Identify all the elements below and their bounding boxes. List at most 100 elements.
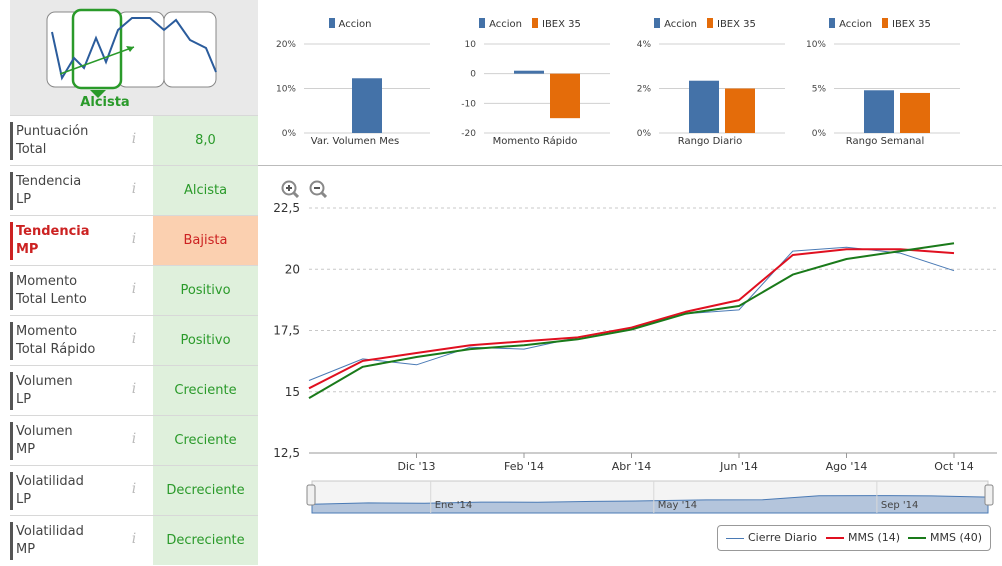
- divider: [258, 165, 1002, 166]
- legend-label: Accion: [489, 19, 522, 30]
- main-x-tick-label: Ago '14: [826, 460, 868, 473]
- mini-tick-label: -10: [461, 99, 476, 109]
- indicator-label-line2: LP: [16, 492, 32, 507]
- indicator-row[interactable]: Puntuación Total i 8,0: [10, 115, 258, 165]
- series-line-mms14: [308, 248, 955, 390]
- main-x-tick-label: Feb '14: [504, 460, 544, 473]
- legend-item-cierre[interactable]: Cierre Diario: [726, 526, 817, 550]
- navigator-handle-left[interactable]: [306, 484, 316, 506]
- legend-label: IBEX 35: [542, 19, 581, 30]
- info-icon[interactable]: i: [131, 331, 137, 347]
- legend-swatch: [707, 18, 713, 28]
- indicator-value: Positivo: [153, 316, 258, 365]
- mini-legend: Accion: [270, 18, 440, 30]
- price-chart[interactable]: 12,5 15 17,5 20 22,5 Dic '13 Feb '14 Abr '14 Jun…: [262, 168, 1002, 566]
- info-icon[interactable]: i: [131, 381, 137, 397]
- trend-label: Alcista: [80, 95, 130, 110]
- indicator-label: Volatilidad LP: [16, 473, 126, 509]
- indicator-label: Momento Total Lento: [16, 273, 126, 309]
- indicator-label-line2: MP: [16, 442, 36, 457]
- indicator-marker: [10, 122, 13, 160]
- zoom-controls: [281, 180, 332, 202]
- zoom-in-icon[interactable]: [281, 180, 300, 199]
- info-icon[interactable]: i: [131, 231, 137, 247]
- indicator-row[interactable]: Volatilidad MP i Decreciente: [10, 515, 258, 565]
- mini-tick-label: 10: [465, 40, 477, 50]
- indicator-value: 8,0: [153, 116, 258, 165]
- mini-tick-label: 4%: [637, 40, 652, 50]
- legend-label-mms14: MMS (14): [848, 531, 901, 544]
- indicator-label-line1: Tendencia: [16, 224, 90, 239]
- indicator-marker: [10, 522, 13, 560]
- series-line-cierre: [308, 246, 955, 381]
- mini-tick-label: 10%: [806, 40, 826, 50]
- mini-chart: -20 -10 0 10 Accion IBEX 35 Momento Rápido: [450, 0, 620, 160]
- indicator-marker: [10, 222, 13, 260]
- indicator-label-line1: Volumen: [16, 424, 73, 439]
- indicator-label-line1: Volatilidad: [16, 474, 84, 489]
- legend-swatch: [328, 18, 335, 28]
- indicator-label-line2: MP: [16, 542, 36, 557]
- info-icon[interactable]: i: [131, 531, 137, 547]
- mini-category-label: Momento Rápido: [492, 136, 578, 147]
- navigator-tick-label: Ene '14: [435, 500, 472, 511]
- indicator-label-line1: Volatilidad: [16, 524, 84, 539]
- indicator-label-line1: Volumen: [16, 374, 73, 389]
- indicator-label-line2: LP: [16, 392, 32, 407]
- legend-line-cierre: [726, 537, 744, 539]
- info-icon[interactable]: i: [131, 481, 137, 497]
- indicator-row[interactable]: Volumen MP i Creciente: [10, 415, 258, 465]
- mini-chart: 0% 10% 20% Accion Var. Volumen Mes: [270, 0, 440, 160]
- indicator-value: Creciente: [153, 416, 258, 465]
- indicator-marker: [10, 422, 13, 460]
- indicator-value: Positivo: [153, 266, 258, 315]
- legend-label: Accion: [664, 19, 697, 30]
- legend-item-mms40[interactable]: MMS (40): [908, 526, 982, 550]
- mini-category-label: Var. Volumen Mes: [310, 136, 400, 147]
- indicator-value: Decreciente: [153, 516, 258, 565]
- indicator-row[interactable]: Volatilidad LP i Decreciente: [10, 465, 258, 515]
- indicator-row[interactable]: Tendencia MP i Bajista: [10, 215, 258, 265]
- mini-legend: Accion IBEX 35: [450, 18, 620, 30]
- mini-legend: Accion IBEX 35: [800, 18, 970, 30]
- mini-tick-label: 0%: [812, 129, 827, 139]
- navigator-tick-label: May '14: [658, 500, 697, 511]
- indicator-row[interactable]: Momento Total Lento i Positivo: [10, 265, 258, 315]
- legend-label: IBEX 35: [892, 19, 931, 30]
- legend-label-cierre: Cierre Diario: [748, 531, 817, 544]
- info-icon[interactable]: i: [131, 131, 137, 147]
- info-icon[interactable]: i: [131, 431, 137, 447]
- indicator-label-line2: Total Rápido: [16, 342, 96, 357]
- indicator-label: Volatilidad MP: [16, 523, 126, 559]
- info-icon[interactable]: i: [131, 181, 137, 197]
- mini-category-label: Rango Diario: [677, 136, 743, 147]
- main-x-tick-label: Abr '14: [612, 460, 652, 473]
- mini-legend: Accion IBEX 35: [625, 18, 795, 30]
- zoom-out-icon[interactable]: [309, 180, 328, 199]
- indicator-marker: [10, 322, 13, 360]
- legend-swatch: [829, 18, 836, 28]
- indicator-marker: [10, 472, 13, 510]
- indicator-row[interactable]: Volumen LP i Creciente: [10, 365, 258, 415]
- mini-chart: 0% 2% 4% Accion IBEX 35 Rango Diario: [625, 0, 795, 160]
- indicator-label-line1: Momento: [16, 274, 78, 289]
- mini-charts: 0% 10% 20% Accion Var. Volumen Mes -20 -10 0 10 A…: [270, 0, 1002, 160]
- info-icon[interactable]: i: [131, 281, 137, 297]
- mini-chart-plot: -20 -10 0 10: [461, 40, 610, 139]
- trend-widget[interactable]: Alcista: [10, 0, 258, 115]
- indicator-marker: [10, 172, 13, 210]
- legend-item-mms14[interactable]: MMS (14): [826, 526, 900, 550]
- indicator-row[interactable]: Tendencia LP i Alcista: [10, 165, 258, 215]
- indicator-marker: [10, 372, 13, 410]
- main-y-tick-label: 22,5: [273, 201, 300, 215]
- mini-category-label: Rango Semanal: [845, 136, 925, 147]
- indicator-value: Bajista: [153, 216, 258, 265]
- mini-tick-label: 5%: [812, 85, 827, 95]
- indicator-value: Creciente: [153, 366, 258, 415]
- indicator-row[interactable]: Momento Total Rápido i Positivo: [10, 315, 258, 365]
- trend-icon: [46, 8, 217, 98]
- navigator-handle-right[interactable]: [984, 484, 994, 506]
- mini-chart-plot: 0% 2% 4%: [637, 40, 785, 139]
- main-y-tick-label: 12,5: [273, 446, 300, 460]
- indicator-value: Alcista: [153, 166, 258, 215]
